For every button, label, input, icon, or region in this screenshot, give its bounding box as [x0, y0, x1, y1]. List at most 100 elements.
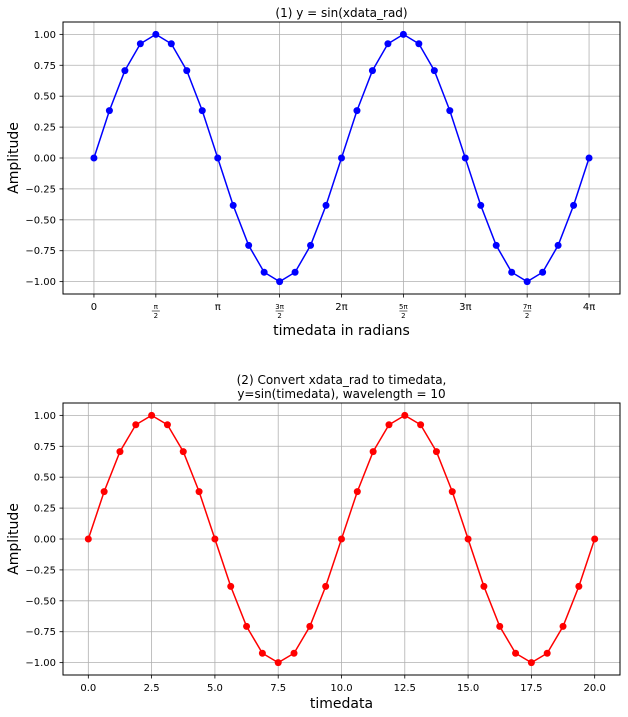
data-point [385, 421, 393, 429]
data-point [227, 582, 235, 590]
data-point [183, 67, 191, 75]
data-point [136, 40, 144, 48]
x-tick-label: 3π [275, 303, 284, 311]
data-point [307, 241, 315, 249]
data-point [291, 268, 299, 276]
x-tick-label: π [215, 302, 221, 313]
data-point [369, 448, 377, 456]
x-tick-label: 0.0 [80, 683, 96, 694]
chart-1-title: (1) y = sin(xdata_rad) [275, 6, 407, 20]
y-tick-label: −1.00 [25, 277, 56, 288]
chart-1-y-axis-label: Amplitude [6, 122, 22, 194]
chart-1-points [90, 30, 593, 286]
data-point [132, 421, 140, 429]
data-point [84, 535, 92, 543]
data-point [430, 67, 438, 75]
x-tick-label: π [154, 303, 159, 311]
chart-1-y-ticks: 1.00 0.75 0.50 0.25 0.00 −0.25 −0.50 −0.75 −1.00 [25, 30, 63, 288]
data-point [570, 201, 578, 209]
data-point [306, 622, 314, 630]
data-point [353, 488, 361, 496]
x-tick-label: 20.0 [584, 683, 606, 694]
x-tick-label: 0 [91, 302, 97, 313]
data-point [508, 268, 516, 276]
data-point [527, 659, 535, 667]
data-point [559, 622, 567, 630]
x-tick-label: 2.5 [144, 683, 160, 694]
y-tick-label: −1.00 [25, 658, 56, 669]
data-point [116, 448, 124, 456]
data-point [384, 40, 392, 48]
data-point [322, 201, 330, 209]
data-point [446, 107, 454, 115]
y-tick-label: −0.50 [25, 596, 56, 607]
data-point [338, 535, 345, 543]
data-point [496, 622, 504, 630]
data-point [461, 154, 469, 162]
y-tick-label: −0.75 [25, 246, 56, 257]
chart-2-title: (2) Convert xdata_rad to timedata, [237, 373, 447, 387]
y-tick-label: 0.25 [34, 123, 56, 134]
y-tick-label: 0.75 [34, 442, 56, 453]
y-tick-label: 0.75 [34, 61, 56, 72]
data-point [274, 659, 282, 667]
data-point [368, 67, 376, 75]
x-tick-label: 7.5 [270, 683, 286, 694]
data-point [477, 201, 485, 209]
y-tick-label: 0.00 [34, 154, 56, 165]
y-tick-label: 0.50 [34, 473, 56, 484]
chart-2-grid [63, 403, 620, 675]
x-tick-label: 3π [459, 302, 471, 313]
chart-2-subtitle: y=sin(timedata), wavelength = 10 [237, 387, 445, 401]
data-point [464, 535, 472, 543]
y-tick-label: 0.25 [34, 504, 56, 515]
data-point [480, 582, 488, 590]
data-point [539, 268, 547, 276]
data-point [322, 582, 330, 590]
x-tick-label-denominator: 2 [525, 312, 529, 320]
x-tick-label-denominator: 2 [401, 312, 405, 320]
data-point [448, 488, 456, 496]
data-point [243, 622, 251, 630]
chart-1-x-axis-label: timedata in radians [273, 323, 410, 339]
data-point [554, 241, 562, 249]
y-tick-label: 0.50 [34, 92, 56, 103]
x-tick-label-denominator: 2 [154, 312, 158, 320]
y-tick-label: 1.00 [34, 30, 56, 41]
data-point [591, 535, 599, 543]
chart-2-points [84, 411, 599, 667]
data-point [417, 421, 425, 429]
data-point [211, 535, 219, 543]
x-tick-label: 15.0 [457, 683, 479, 694]
data-point [492, 241, 500, 249]
data-point [152, 30, 160, 38]
data-point [523, 278, 531, 286]
data-point [401, 411, 409, 419]
data-point [543, 649, 551, 657]
data-point [276, 278, 284, 286]
data-point [260, 268, 268, 276]
data-point [585, 154, 593, 162]
x-tick-label: 17.5 [520, 683, 542, 694]
data-point [415, 40, 423, 48]
data-point [100, 488, 108, 496]
y-tick-label: 0.00 [34, 535, 56, 546]
data-point [90, 154, 98, 162]
data-point [338, 154, 345, 162]
x-tick-label: 10.0 [330, 683, 352, 694]
data-point [198, 107, 206, 115]
data-point [575, 582, 583, 590]
data-point [432, 448, 440, 456]
data-point [258, 649, 266, 657]
x-tick-label: 12.5 [394, 683, 416, 694]
data-point [105, 107, 113, 115]
chart-2-x-ticks: 0.0 2.5 5.0 7.5 10.0 12.5 15.0 17.5 20.0 [80, 675, 606, 694]
data-point [163, 421, 171, 429]
chart-2-x-axis-label: timedata [310, 696, 373, 712]
x-tick-label: 7π [523, 303, 532, 311]
data-point [290, 649, 298, 657]
y-tick-label: −0.75 [25, 627, 56, 638]
data-point [121, 67, 129, 75]
